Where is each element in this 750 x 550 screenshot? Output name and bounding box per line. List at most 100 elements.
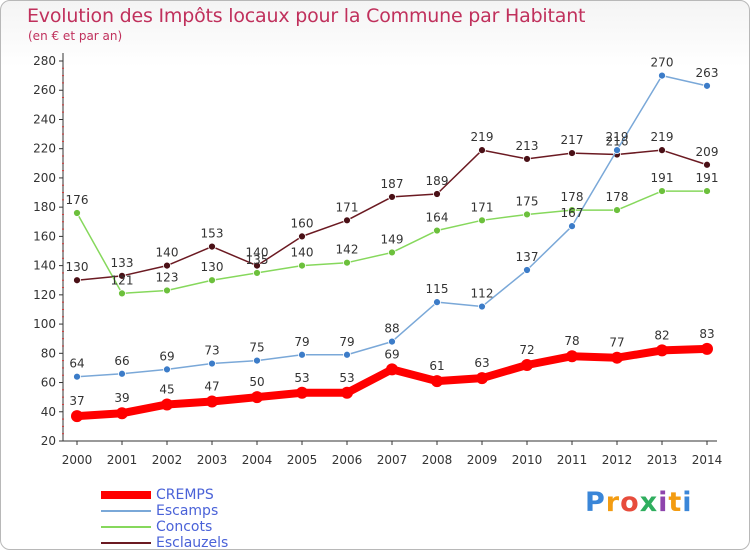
data-label-escamps: 79 xyxy=(339,335,354,349)
data-label-concots: 164 xyxy=(426,211,449,225)
legend-label: Escamps xyxy=(156,503,219,519)
data-point-cremps xyxy=(431,375,443,388)
data-point-esclauzels xyxy=(343,216,351,225)
x-tick-label: 2003 xyxy=(197,453,228,467)
data-point-cremps xyxy=(476,372,488,385)
data-label-esclauzels: 187 xyxy=(381,177,404,191)
data-label-concots: 171 xyxy=(471,200,494,214)
data-label-cremps: 61 xyxy=(429,359,444,373)
legend-swatch xyxy=(101,542,151,544)
data-point-esclauzels xyxy=(118,271,126,280)
data-point-cremps xyxy=(386,363,398,376)
data-label-concots: 135 xyxy=(246,253,269,267)
legend-swatch xyxy=(101,491,151,499)
data-point-concots xyxy=(523,210,531,219)
data-point-esclauzels xyxy=(298,232,306,241)
data-point-esclauzels xyxy=(208,242,216,251)
data-point-concots xyxy=(433,226,441,235)
chart-title: Evolution des Impôts locaux pour la Comm… xyxy=(27,5,586,27)
legend-label: Concots xyxy=(156,519,213,535)
data-label-concots: 123 xyxy=(156,270,179,284)
data-point-esclauzels xyxy=(388,193,396,201)
data-point-escamps xyxy=(478,302,486,311)
logo-letter: i xyxy=(658,487,669,518)
data-point-escamps xyxy=(73,372,81,381)
data-label-esclauzels: 130 xyxy=(66,260,89,274)
data-label-escamps: 167 xyxy=(561,206,584,220)
x-tick-label: 2013 xyxy=(647,453,678,467)
data-point-cremps xyxy=(161,398,173,411)
data-point-cremps xyxy=(611,351,623,364)
data-label-cremps: 72 xyxy=(519,343,534,357)
data-point-concots xyxy=(163,286,171,295)
data-point-esclauzels xyxy=(163,261,171,270)
data-point-esclauzels xyxy=(478,146,486,155)
x-tick-label: 2014 xyxy=(692,453,723,467)
data-label-escamps: 137 xyxy=(516,250,539,264)
data-label-escamps: 69 xyxy=(159,349,174,363)
data-label-esclauzels: 133 xyxy=(111,256,134,270)
data-point-cremps xyxy=(701,342,713,355)
data-label-cremps: 39 xyxy=(114,391,129,405)
data-point-concots xyxy=(343,258,351,267)
data-point-cremps xyxy=(116,407,128,420)
data-label-escamps: 263 xyxy=(696,66,719,80)
data-label-escamps: 88 xyxy=(384,322,399,336)
data-point-cremps xyxy=(656,344,668,357)
series-line-esclauzels xyxy=(76,149,708,281)
data-label-cremps: 63 xyxy=(474,356,489,370)
data-label-cremps: 77 xyxy=(609,336,624,350)
logo-letter: x xyxy=(639,487,659,518)
data-point-esclauzels xyxy=(433,190,441,198)
data-label-esclauzels: 217 xyxy=(561,133,584,147)
data-label-cremps: 83 xyxy=(699,327,714,341)
data-point-concots xyxy=(118,289,126,298)
data-label-cremps: 82 xyxy=(654,328,669,342)
x-tick-label: 2011 xyxy=(557,453,588,467)
data-label-concots: 176 xyxy=(66,193,89,207)
data-point-escamps xyxy=(253,356,261,365)
data-point-escamps xyxy=(118,369,126,378)
data-label-cremps: 53 xyxy=(294,371,309,385)
y-tick-label: 20 xyxy=(41,434,56,448)
legend-label: Esclauzels xyxy=(156,535,229,550)
y-tick-label: 240 xyxy=(33,112,56,126)
data-label-esclauzels: 189 xyxy=(426,174,449,188)
data-label-concots: 142 xyxy=(336,243,359,257)
data-point-cremps xyxy=(71,410,83,423)
data-point-escamps xyxy=(388,337,396,346)
x-tick-label: 2010 xyxy=(512,453,543,467)
y-tick-label: 280 xyxy=(33,54,56,68)
data-point-concots xyxy=(298,261,306,270)
data-label-cremps: 53 xyxy=(339,371,354,385)
logo-letter: t xyxy=(668,487,683,518)
data-label-esclauzels: 171 xyxy=(336,200,359,214)
x-tick-label: 2005 xyxy=(287,453,318,467)
data-label-concots: 191 xyxy=(651,171,674,185)
data-label-concots: 149 xyxy=(381,232,404,246)
data-point-cremps xyxy=(521,359,533,371)
data-point-escamps xyxy=(523,266,531,274)
x-tick-label: 2008 xyxy=(422,453,453,467)
data-point-escamps xyxy=(433,298,441,307)
data-point-escamps xyxy=(568,222,576,231)
data-label-esclauzels: 153 xyxy=(201,227,224,241)
y-tick-label: 80 xyxy=(41,346,56,360)
logo-letter: r xyxy=(605,487,621,518)
data-label-concots: 191 xyxy=(696,171,719,185)
data-label-concots: 178 xyxy=(606,190,629,204)
data-label-esclauzels: 213 xyxy=(516,139,539,153)
data-point-concots xyxy=(208,276,216,285)
data-point-concots xyxy=(73,209,81,217)
x-tick-label: 2012 xyxy=(602,453,633,467)
proxiti-logo: Proxiti xyxy=(585,487,693,518)
logo-letter: i xyxy=(682,487,693,518)
data-point-esclauzels xyxy=(703,160,711,169)
data-label-escamps: 79 xyxy=(294,335,309,349)
data-point-esclauzels xyxy=(658,146,666,155)
data-point-cremps xyxy=(251,391,263,404)
x-tick-label: 2007 xyxy=(377,453,408,467)
legend-swatch xyxy=(101,526,151,528)
